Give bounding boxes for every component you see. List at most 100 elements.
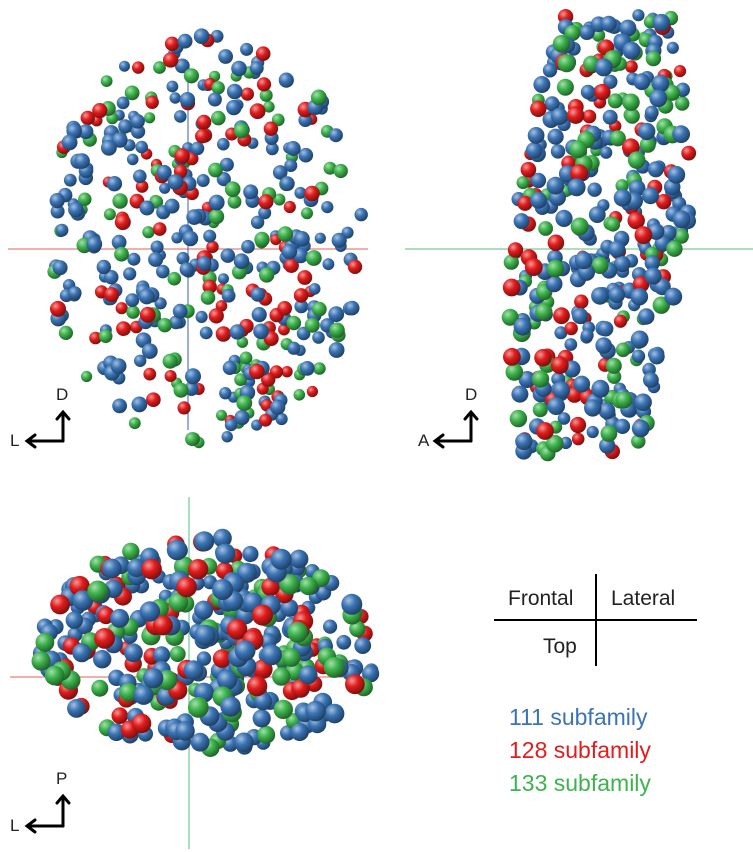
sphere-111 [190,141,205,156]
sphere-111 [96,259,112,275]
sphere-111 [118,119,133,134]
sphere-133 [35,633,55,652]
sphere-111 [557,412,571,425]
sphere-133 [501,308,519,326]
sphere-128 [293,288,309,303]
sphere-133 [100,75,113,87]
sphere-133 [98,329,113,344]
sphere-111 [148,252,164,267]
sphere-111 [167,174,184,190]
sphere-133 [615,391,633,409]
sphere-128 [104,287,120,303]
sphere-111 [234,732,254,753]
sphere-111 [599,146,613,159]
frontal-view-panel [8,28,368,449]
sphere-111 [299,361,315,376]
legend-item-111: 111 subfamily [509,704,648,730]
sphere-111 [258,206,272,220]
sphere-133 [607,369,622,384]
sphere-111 [513,317,532,336]
sphere-111 [265,142,279,156]
sphere-133 [313,362,326,375]
sphere-128 [547,234,565,252]
sphere-111 [222,360,237,375]
sphere-133 [124,85,140,101]
sphere-133 [293,389,306,401]
sphere-111 [574,251,593,270]
sphere-111 [220,248,236,263]
sphere-111 [533,76,551,93]
sphere-133 [259,88,273,102]
sphere-111 [649,89,668,108]
sphere-111 [630,287,649,306]
sphere-133 [112,193,128,209]
sphere-111 [638,308,655,325]
sphere-111 [130,114,145,129]
sphere-111 [323,619,338,634]
sphere-128 [177,401,191,415]
sphere-111 [220,696,241,717]
sphere-111 [324,703,345,724]
lateral-axis-up-label: D [465,385,478,404]
sphere-128 [263,121,279,136]
sphere-111 [289,549,309,569]
sphere-128 [152,615,173,636]
sphere-133 [310,89,327,106]
sphere-133 [538,221,553,236]
sphere-133 [273,699,293,720]
sphere-111 [564,338,578,351]
sphere-133 [645,50,662,67]
sphere-133 [503,254,519,270]
sphere-111 [159,182,171,194]
sphere-133 [87,580,109,602]
sphere-133 [301,207,313,220]
sphere-111 [586,425,599,439]
top-orientation-arrows [24,793,71,834]
sphere-128 [553,307,570,325]
sphere-111 [123,643,143,663]
sphere-128 [507,242,524,258]
sphere-111 [525,142,543,159]
key-lateral-label: Lateral [611,587,676,610]
sphere-128 [206,240,219,254]
sphere-111 [185,368,201,385]
sphere-111 [190,732,210,752]
sphere-128 [208,308,224,324]
sphere-111 [648,348,665,365]
sphere-111 [196,174,210,187]
sphere-133 [615,179,629,193]
sphere-128 [187,559,209,580]
sphere-111 [131,396,148,413]
sphere-128 [594,83,611,101]
sphere-111 [567,178,586,197]
sphere-133 [509,409,528,428]
sphere-111 [354,637,372,654]
sphere-111 [65,611,84,629]
sphere-133 [263,101,275,113]
sphere-133 [323,656,345,678]
sphere-111 [515,432,533,451]
sphere-111 [174,58,190,74]
sphere-111 [253,323,269,340]
sphere-111 [638,122,656,141]
sphere-133 [103,208,116,221]
sphere-133 [673,228,689,244]
sphere-111 [169,315,183,330]
sphere-111 [305,700,326,722]
sphere-111 [199,326,213,340]
sphere-133 [609,130,626,147]
sphere-133 [259,267,275,283]
sphere-128 [304,185,320,202]
sphere-111 [580,84,596,100]
sphere-111 [573,375,591,393]
sphere-111 [86,236,103,253]
sphere-111 [172,303,188,319]
sphere-111 [594,58,613,77]
lateral-orientation-arrows [432,409,479,449]
sphere-133 [81,370,93,383]
legend-item-128: 128 subfamily [509,737,651,763]
sphere-133 [162,353,178,369]
sphere-133 [144,112,156,124]
sphere-111 [254,692,273,711]
sphere-133 [299,576,318,596]
